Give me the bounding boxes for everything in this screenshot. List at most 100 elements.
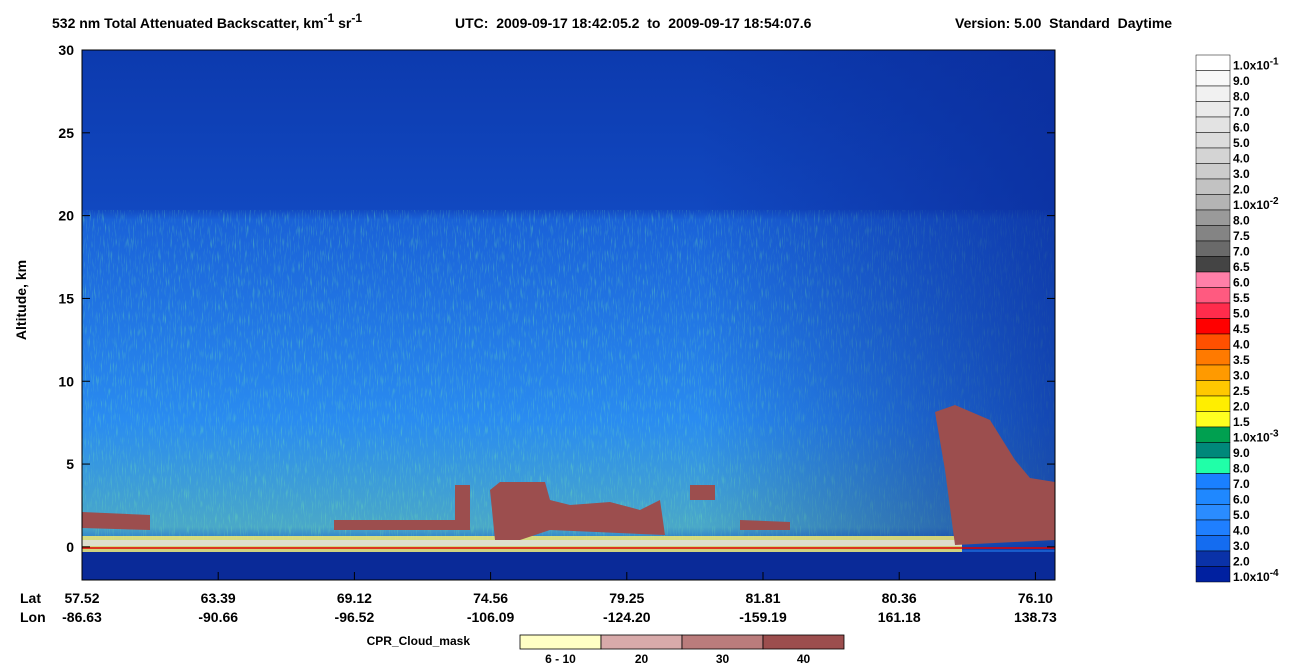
lon-label: -96.52 — [335, 609, 375, 625]
colorbar-label: 5.0 — [1233, 136, 1250, 150]
colorbar-label-text: 5.5 — [1233, 291, 1250, 305]
colorbar-label-text: 6.0 — [1233, 121, 1250, 135]
colorbar-label: 1.0x10-3 — [1233, 429, 1279, 445]
colorbar-label-text: 3.5 — [1233, 353, 1250, 367]
lat-label: 69.12 — [337, 590, 372, 606]
colorbar-label: 4.0 — [1233, 338, 1250, 352]
colorbar-label: 8.0 — [1233, 214, 1250, 228]
colorbar-label: 5.0 — [1233, 508, 1250, 522]
mask-swatch — [519, 634, 602, 650]
colorbar-label-text: 2.0 — [1233, 400, 1250, 414]
lon-label: -124.20 — [603, 609, 651, 625]
colorbar-swatch — [1195, 349, 1231, 366]
colorbar-label-text: 4.5 — [1233, 322, 1250, 336]
lat-label: 74.56 — [473, 590, 508, 606]
chart-title: 532 nm Total Attenuated Backscatter, km-… — [52, 11, 1172, 31]
colorbar-label: 2.0 — [1233, 400, 1250, 414]
colorbar-swatch — [1195, 442, 1231, 459]
lat-label: 81.81 — [745, 590, 780, 606]
y-tick-label: 25 — [58, 125, 74, 141]
colorbar-label-text: 6.0 — [1233, 276, 1250, 290]
y-tick-label: 10 — [58, 373, 74, 389]
colorbar-swatch — [1195, 473, 1231, 490]
colorbar-swatch — [1195, 395, 1231, 412]
colorbar-label-text: 9.0 — [1233, 74, 1250, 88]
colorbar-label-text: 7.5 — [1233, 229, 1250, 243]
mask-label: 30 — [716, 652, 730, 666]
colorbar-label-text: 4.0 — [1233, 338, 1250, 352]
colorbar-label-text: 1.0x10 — [1233, 198, 1270, 212]
colorbar-label: 7.0 — [1233, 105, 1250, 119]
colorbar-label: 6.5 — [1233, 260, 1250, 274]
mask-label: 40 — [797, 652, 811, 666]
colorbar-label: 8.0 — [1233, 90, 1250, 104]
colorbar-label: 1.0x10-2 — [1233, 196, 1279, 212]
lon-label: 138.73 — [1014, 609, 1057, 625]
lon-label: 161.18 — [878, 609, 921, 625]
colorbar-label: 9.0 — [1233, 74, 1250, 88]
colorbar-label: 6.0 — [1233, 121, 1250, 135]
colorbar-label-text: 4.0 — [1233, 152, 1250, 166]
mask-swatch — [681, 634, 764, 650]
colorbar-label: 4.0 — [1233, 524, 1250, 538]
colorbar-label-text: 1.0x10 — [1233, 570, 1270, 584]
mask-legend-title: CPR_Cloud_mask — [367, 634, 471, 648]
colorbar-label: 7.0 — [1233, 245, 1250, 259]
colorbar-label: 1.0x10-1 — [1233, 57, 1279, 73]
mask-label: 20 — [635, 652, 649, 666]
colorbar-label-text: 2.5 — [1233, 384, 1250, 398]
colorbar-label: 6.0 — [1233, 493, 1250, 507]
colorbar-label-text: 7.0 — [1233, 105, 1250, 119]
colorbar-label-text: 1.5 — [1233, 415, 1250, 429]
colorbar-swatch — [1195, 318, 1231, 335]
lon-label: -159.19 — [739, 609, 787, 625]
colorbar-label: 2.0 — [1233, 183, 1250, 197]
colorbar-label: 3.0 — [1233, 369, 1250, 383]
lon-label: -90.66 — [198, 609, 238, 625]
colorbar-label-text: 7.0 — [1233, 245, 1250, 259]
lon-label: -106.09 — [467, 609, 515, 625]
colorbar-swatch — [1195, 302, 1231, 319]
colorbar-swatch — [1195, 271, 1231, 288]
colorbar-label-text: 9.0 — [1233, 446, 1250, 460]
colorbar-label-exp: -3 — [1270, 429, 1279, 440]
colorbar-label-text: 4.0 — [1233, 524, 1250, 538]
lat-label: 63.39 — [201, 590, 236, 606]
colorbar-swatch — [1195, 70, 1231, 87]
colorbar-label-text: 5.0 — [1233, 136, 1250, 150]
colorbar-label-text: 3.0 — [1233, 369, 1250, 383]
colorbar-swatch — [1195, 85, 1231, 102]
colorbar-label-exp: -1 — [1270, 57, 1279, 68]
colorbar-label-text: 6.5 — [1233, 260, 1250, 274]
colorbar-swatch — [1195, 178, 1231, 195]
colorbar-label-text: 8.0 — [1233, 90, 1250, 104]
colorbar-swatch — [1195, 519, 1231, 536]
colorbar-swatch — [1195, 426, 1231, 443]
colorbar-label-text: 3.0 — [1233, 539, 1250, 553]
colorbar-label-text: 3.0 — [1233, 167, 1250, 181]
lat-label: 79.25 — [609, 590, 644, 606]
colorbar-swatch — [1195, 194, 1231, 211]
colorbar-swatch — [1195, 116, 1231, 133]
colorbar-label-exp: -4 — [1270, 568, 1279, 579]
y-axis-label: Altitude, km — [13, 260, 29, 340]
colorbar-label: 3.0 — [1233, 167, 1250, 181]
colorbar-swatch — [1195, 163, 1231, 180]
colorbar-swatch — [1195, 225, 1231, 242]
plot-frame — [81, 49, 1056, 581]
colorbar-swatch — [1195, 411, 1231, 428]
colorbar-label-text: 5.0 — [1233, 307, 1250, 321]
colorbar-swatch — [1195, 380, 1231, 397]
colorbar-label: 7.5 — [1233, 229, 1250, 243]
colorbar-label-exp: -2 — [1270, 196, 1279, 207]
colorbar-swatch — [1195, 364, 1231, 381]
colorbar-label: 1.0x10-4 — [1233, 568, 1279, 584]
colorbar-label: 2.0 — [1233, 555, 1250, 569]
colorbar-swatch — [1195, 457, 1231, 474]
colorbar-label-text: 1.0x10 — [1233, 431, 1270, 445]
colorbar-label-text: 8.0 — [1233, 214, 1250, 228]
colorbar-label: 5.0 — [1233, 307, 1250, 321]
colorbar-label: 1.5 — [1233, 415, 1250, 429]
colorbar-swatch — [1195, 504, 1231, 521]
